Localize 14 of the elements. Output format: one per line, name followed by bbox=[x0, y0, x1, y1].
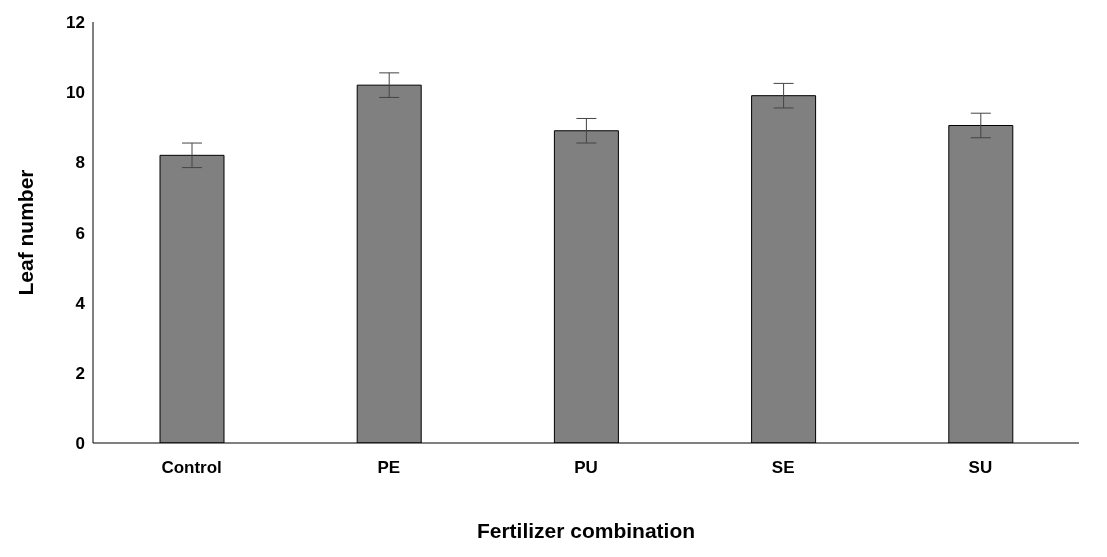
y-tick-label: 10 bbox=[66, 83, 85, 103]
y-tick-label: 2 bbox=[75, 363, 85, 383]
x-tick-label: PU bbox=[574, 458, 598, 478]
y-tick-label: 6 bbox=[75, 223, 85, 243]
y-tick-label: 8 bbox=[75, 153, 85, 173]
x-tick-label: Control bbox=[161, 458, 222, 478]
y-tick-label: 4 bbox=[75, 293, 86, 313]
y-axis-title: Leaf number bbox=[14, 169, 38, 296]
x-tick-label: SE bbox=[771, 458, 795, 478]
x-axis-title: Fertilizer combination bbox=[476, 519, 696, 542]
y-tick-label: 0 bbox=[75, 434, 85, 454]
x-tick-label: SU bbox=[968, 458, 993, 478]
x-tick-label: PE bbox=[377, 458, 401, 478]
y-tick-label: 12 bbox=[66, 13, 85, 33]
